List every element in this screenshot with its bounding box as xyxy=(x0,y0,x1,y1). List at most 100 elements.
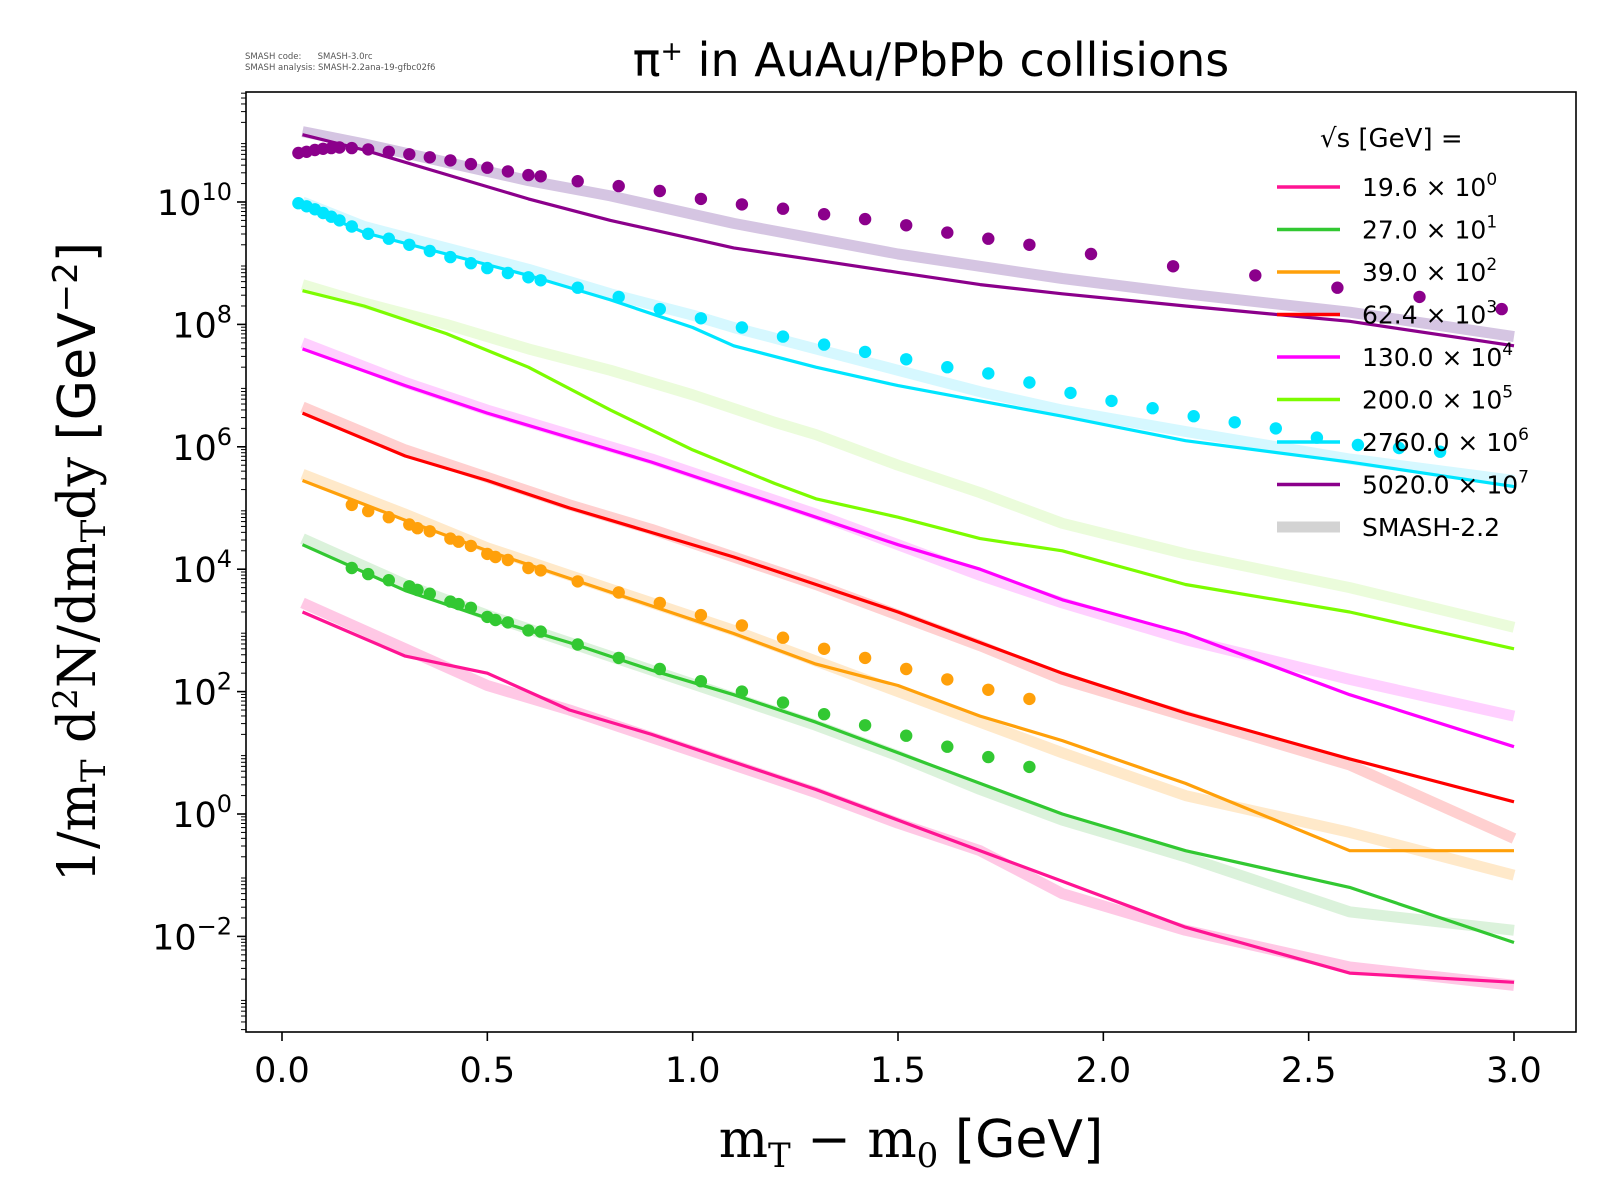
data-point-6-17 xyxy=(571,281,584,294)
data-point-2-13 xyxy=(534,564,547,577)
data-point-6-26 xyxy=(941,361,954,374)
data-point-2-1 xyxy=(362,504,375,518)
data-point-7-23 xyxy=(817,208,831,221)
data-point-7-24 xyxy=(858,212,872,226)
data-line-7 xyxy=(302,133,1515,348)
data-point-7-30 xyxy=(1166,260,1180,273)
data-point-7-18 xyxy=(612,179,625,193)
data-point-7-32 xyxy=(1331,281,1344,294)
data-point-1-15 xyxy=(612,651,625,665)
data-point-6-11 xyxy=(444,250,457,264)
data-point-7-15 xyxy=(522,168,535,182)
data-point-1-10 xyxy=(489,613,502,627)
data-point-7-20 xyxy=(694,192,708,206)
data-point-1-2 xyxy=(382,574,395,587)
data-point-1-0 xyxy=(345,561,358,575)
data-point-1-7 xyxy=(452,597,465,611)
data-point-1-13 xyxy=(534,625,547,638)
x-tick-label-5: 2.5 xyxy=(1281,1051,1337,1091)
data-point-7-8 xyxy=(382,145,395,158)
data-point-7-16 xyxy=(534,170,547,183)
data-point-7-21 xyxy=(735,198,749,211)
data-point-2-0 xyxy=(345,498,358,512)
data-point-6-9 xyxy=(403,238,416,251)
data-point-2-20 xyxy=(817,642,831,655)
data-point-1-17 xyxy=(694,675,708,688)
data-point-6-5 xyxy=(333,214,346,227)
legend-label-0: 19.6 × 100 xyxy=(1362,170,1497,202)
data-point-2-14 xyxy=(571,575,584,588)
data-point-6-13 xyxy=(481,261,494,275)
data-point-7-28 xyxy=(1023,238,1036,251)
y-axis-label: 1/mT d2N/dmTdy [GeV−2] xyxy=(46,242,114,882)
data-point-1-18 xyxy=(735,685,749,698)
data-point-7-12 xyxy=(464,157,478,171)
data-point-6-38 xyxy=(1433,445,1447,458)
data-line-5 xyxy=(302,289,1515,651)
y-tick-label-6: 1010 xyxy=(157,178,232,224)
smash-band-7 xyxy=(301,126,1515,343)
data-point-7-17 xyxy=(571,175,584,188)
y-tick-label-5: 108 xyxy=(172,300,232,346)
data-point-1-8 xyxy=(464,601,478,614)
data-point-2-11 xyxy=(501,553,515,567)
data-point-7-31 xyxy=(1249,269,1262,282)
smash-band-5 xyxy=(300,279,1516,633)
data-point-6-7 xyxy=(362,227,375,240)
data-point-7-7 xyxy=(362,143,375,156)
data-point-2-21 xyxy=(858,651,872,665)
data-point-6-37 xyxy=(1392,441,1406,455)
data-point-6-21 xyxy=(735,321,749,334)
data-point-1-20 xyxy=(817,708,831,721)
data-line-3 xyxy=(301,411,1515,804)
data-point-2-18 xyxy=(735,619,749,632)
data-points xyxy=(292,141,1508,774)
data-point-7-19 xyxy=(653,184,666,198)
legend-band-label: SMASH-2.2 xyxy=(1362,513,1500,542)
data-point-2-24 xyxy=(982,683,995,696)
data-point-6-20 xyxy=(694,312,708,325)
y-tick-label-4: 106 xyxy=(172,423,232,469)
data-point-7-29 xyxy=(1084,247,1098,261)
data-line-0 xyxy=(301,610,1515,984)
smash-code-stamp: SMASH code: SMASH-3.0rc xyxy=(245,52,373,62)
data-point-1-24 xyxy=(982,750,995,764)
legend-label-6: 2760.0 × 106 xyxy=(1362,425,1529,457)
data-point-2-22 xyxy=(900,662,913,676)
data-point-1-11 xyxy=(501,616,515,629)
data-point-7-13 xyxy=(481,161,494,174)
data-line-4 xyxy=(301,347,1515,749)
data-point-2-8 xyxy=(464,539,478,553)
smash-analysis-stamp: SMASH analysis: SMASH-2.2ana-19-gfbc02f6 xyxy=(245,63,436,73)
data-point-2-7 xyxy=(452,535,465,548)
data-point-6-18 xyxy=(612,290,625,304)
y-tick-label-1: 100 xyxy=(172,790,232,836)
data-point-1-23 xyxy=(941,740,954,753)
data-point-6-32 xyxy=(1187,410,1200,423)
data-point-7-27 xyxy=(982,232,995,245)
data-point-1-22 xyxy=(900,729,913,742)
data-point-6-8 xyxy=(382,232,395,245)
legend-label-2: 39.0 × 102 xyxy=(1362,255,1497,287)
data-point-6-29 xyxy=(1064,386,1077,400)
plot-frame xyxy=(245,91,1577,1033)
data-point-2-10 xyxy=(489,550,502,564)
data-point-7-6 xyxy=(345,141,358,155)
x-tick-label-4: 2.0 xyxy=(1075,1051,1131,1091)
x-axis-label: mT − m0 [GeV] xyxy=(719,1110,1104,1176)
data-point-2-2 xyxy=(382,511,395,524)
data-point-1-21 xyxy=(858,719,872,732)
data-point-6-31 xyxy=(1146,402,1159,415)
data-point-6-10 xyxy=(423,244,436,258)
data-point-2-25 xyxy=(1023,692,1036,706)
data-point-2-23 xyxy=(941,673,954,686)
data-point-2-12 xyxy=(522,561,535,575)
legend-label-4: 130.0 × 104 xyxy=(1362,340,1513,372)
data-point-2-19 xyxy=(776,631,790,644)
data-point-6-16 xyxy=(534,274,547,287)
data-point-7-34 xyxy=(1495,302,1508,316)
data-point-6-22 xyxy=(776,330,790,343)
y-tick-label-0: 10−2 xyxy=(152,912,232,958)
data-point-6-6 xyxy=(345,220,358,233)
x-tick-label-0: 0.0 xyxy=(254,1051,310,1091)
